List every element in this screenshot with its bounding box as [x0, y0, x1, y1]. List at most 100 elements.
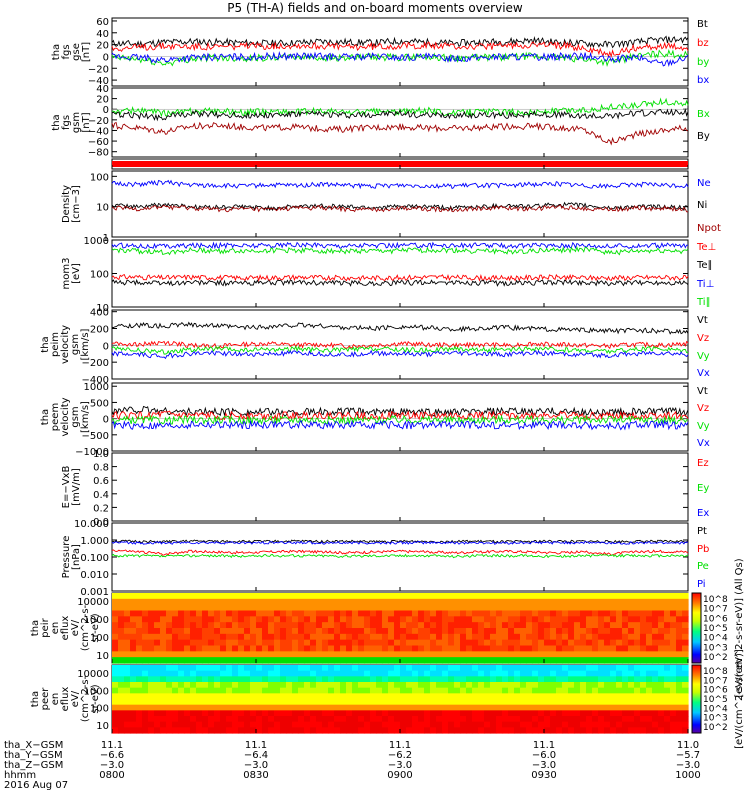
spectrogram-cell	[568, 604, 575, 612]
spectrogram-cell	[352, 616, 359, 623]
spectrogram-cell	[556, 622, 563, 629]
spectrogram-cell	[334, 598, 341, 606]
spectrogram-cell	[190, 657, 197, 664]
spectrogram-cell	[190, 633, 197, 641]
spectrogram-cell	[664, 645, 671, 652]
y-tick-label: 100	[90, 633, 109, 644]
y-axis-label-line: sr-eV)	[90, 684, 101, 713]
spectrogram-cell	[496, 604, 503, 612]
spectrogram-cell	[610, 670, 617, 677]
spectrogram-cell	[358, 657, 365, 664]
spectrogram-cell	[394, 622, 401, 629]
spectrogram-cell	[610, 710, 617, 717]
spectrogram-cell	[256, 710, 263, 717]
spectrogram-cell	[514, 687, 521, 694]
spectrogram-cell	[406, 610, 413, 617]
x-tick-label: −6.0	[532, 750, 556, 761]
spectrogram-cell	[496, 610, 503, 617]
spectrogram-cell	[370, 622, 377, 629]
spectrogram-cell	[448, 716, 455, 723]
spectrogram-cell	[478, 682, 485, 689]
spectrogram-cell	[130, 710, 137, 717]
spectrogram-cell	[148, 639, 155, 647]
spectrogram-cell	[412, 670, 419, 677]
spectrogram-cell	[340, 598, 347, 606]
spectrogram-cell	[682, 676, 689, 683]
spectrogram-cell	[622, 633, 629, 641]
series-line-ti∥	[111, 245, 689, 256]
spectrogram-cell	[220, 593, 227, 600]
spectrogram-cell	[670, 665, 677, 672]
spectrogram-cell	[172, 639, 179, 647]
spectrogram-cell	[682, 598, 689, 606]
spectrogram-cell	[226, 721, 233, 728]
spectrogram-cell	[586, 665, 593, 672]
spectrogram-cell	[334, 687, 341, 694]
spectrogram-cell	[670, 651, 677, 658]
spectrogram-cell	[364, 682, 371, 689]
spectrogram-cell	[568, 657, 575, 664]
spectrogram-cell	[412, 699, 419, 706]
spectrogram-cell	[544, 727, 551, 734]
spectrogram-cell	[622, 610, 629, 617]
spectrogram-cell	[382, 687, 389, 694]
spectrogram-cell	[658, 721, 665, 728]
spectrogram-cell	[286, 727, 293, 734]
spectrogram-cell	[130, 682, 137, 689]
spectrogram-cell	[190, 665, 197, 672]
spectrogram-cell	[448, 721, 455, 728]
spectrogram-cell	[118, 727, 125, 734]
spectrogram-cell	[196, 598, 203, 606]
spectrogram-cell	[274, 676, 281, 683]
spectrogram-cell	[376, 633, 383, 641]
spectrogram-cell	[358, 665, 365, 672]
y-tick-label: 1000	[84, 686, 109, 697]
y-tick-label: 10	[96, 651, 109, 662]
spectrogram-cell	[406, 693, 413, 700]
spectrogram-cell	[412, 676, 419, 683]
spectrogram-cell	[130, 693, 137, 700]
spectrogram-cell	[682, 657, 689, 664]
spectrogram-cell	[382, 639, 389, 647]
spectrogram-cell	[388, 633, 395, 641]
spectrogram-cell	[562, 622, 569, 629]
spectrogram-cell	[508, 657, 515, 664]
spectrogram-cell	[142, 657, 149, 664]
spectrogram-cell	[526, 598, 533, 606]
spectrogram-cell	[334, 616, 341, 623]
spectrogram-cell	[130, 622, 137, 629]
spectrogram-cell	[616, 699, 623, 706]
spectrogram-cell	[130, 665, 137, 672]
spectrogram-cell	[628, 727, 635, 734]
spectrogram-cell	[364, 593, 371, 600]
spectrogram-cell	[130, 610, 137, 617]
spectrogram-cell	[112, 699, 119, 706]
spectrogram-cell	[604, 716, 611, 723]
spectrogram-cell	[292, 657, 299, 664]
spectrogram-cell	[604, 622, 611, 629]
legend-vy: Vy	[697, 421, 710, 432]
spectrogram-cell	[454, 633, 461, 641]
spectrogram-cell	[184, 657, 191, 664]
spectrogram-cell	[250, 616, 257, 623]
spectrogram-cell	[292, 628, 299, 635]
spectrogram-cell	[424, 645, 431, 652]
spectrogram-cell	[454, 693, 461, 700]
spectrogram-cell	[388, 704, 395, 711]
spectrogram-cell	[562, 628, 569, 635]
spectrogram-cell	[430, 665, 437, 672]
spectrogram-cell	[406, 598, 413, 606]
spectrogram-cell	[262, 610, 269, 617]
spectrogram-cell	[478, 622, 485, 629]
spectrogram-cell	[544, 622, 551, 629]
spectrogram-cell	[646, 676, 653, 683]
spectrogram-cell	[490, 693, 497, 700]
spectrogram-cell	[640, 598, 647, 606]
spectrogram-cell	[376, 616, 383, 623]
spectrogram-cell	[130, 716, 137, 723]
spectrogram-cell	[370, 676, 377, 683]
spectrogram-cell	[442, 657, 449, 664]
spectrogram-cell	[664, 699, 671, 706]
spectrogram-cell	[610, 687, 617, 694]
spectrogram-cell	[262, 593, 269, 600]
